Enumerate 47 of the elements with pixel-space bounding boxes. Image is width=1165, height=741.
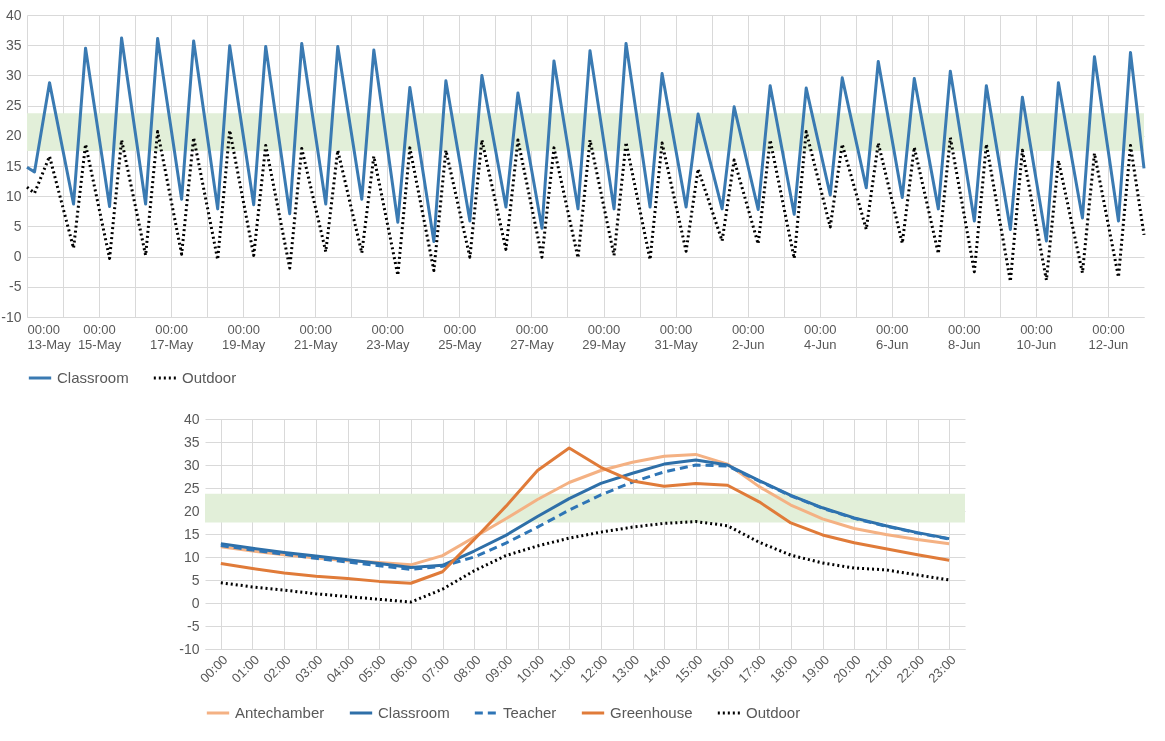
y-tick-label: 25 (5, 97, 22, 114)
line-series (219, 520, 951, 604)
y-tick-label: -10 (1, 308, 22, 325)
x-tick-label: 00:00 10-Jun (1016, 321, 1057, 352)
x-tick-label: 00:00 4-Jun (803, 321, 837, 352)
x-tick-label: 00:00 12-Jun (1088, 321, 1129, 352)
x-tick-label: 00:00 2-Jun (731, 321, 765, 352)
y-tick-label: 15 (5, 157, 22, 174)
y-tick-label: 30 (183, 456, 200, 473)
x-tick-label: 00:00 8-Jun (948, 321, 981, 352)
legend-label: Greenhouse (610, 704, 693, 721)
y-tick-label: 0 (13, 248, 22, 265)
y-tick-label: 35 (183, 433, 200, 450)
x-tick-label: 00:00 19-May (222, 321, 266, 352)
legend-label: Teacher (503, 704, 557, 721)
y-tick-label: 20 (5, 127, 22, 144)
y-tick-label: 5 (13, 217, 22, 234)
y-tick-label: -5 (187, 617, 200, 634)
x-tick-label: 00:00 17-May (149, 321, 194, 352)
legend-label: Classroom (57, 369, 129, 386)
y-tick-label: 0 (191, 594, 200, 611)
x-tick-label: 00:00 15-May (77, 321, 122, 352)
y-tick-label: 10 (5, 187, 22, 204)
legend-label: Classroom (378, 704, 450, 721)
y-tick-label: 30 (5, 66, 22, 83)
x-tick-label: 00:00 23-May (366, 321, 410, 352)
y-tick-label: 40 (183, 410, 200, 427)
y-tick-label: -10 (179, 640, 200, 657)
y-tick-label: -5 (9, 278, 22, 295)
y-tick-label: 35 (5, 36, 22, 53)
x-tick-label: 00:00 31-May (654, 321, 699, 352)
x-tick-label: 00:00 21-May (294, 321, 338, 352)
y-tick-label: 40 (5, 6, 22, 23)
x-tick-label: 00:00 29-May (582, 321, 627, 352)
line-series (219, 446, 951, 585)
x-tick-label: 00:00 27-May (510, 321, 555, 352)
x-tick-label: 00:00 25-May (438, 321, 483, 352)
legend-label: Outdoor (746, 704, 801, 721)
y-tick-label: 15 (183, 525, 200, 542)
legend-label: Antechamber (235, 704, 325, 721)
y-tick-label: 10 (183, 548, 200, 565)
x-tick-label: 00:00 13-May (27, 321, 72, 352)
x-tick-label: 00:00 6-Jun (876, 321, 909, 352)
legend-label: Outdoor (182, 369, 237, 386)
y-tick-label: 20 (183, 502, 200, 519)
y-tick-label: 25 (183, 479, 200, 496)
y-tick-label: 5 (191, 571, 200, 588)
